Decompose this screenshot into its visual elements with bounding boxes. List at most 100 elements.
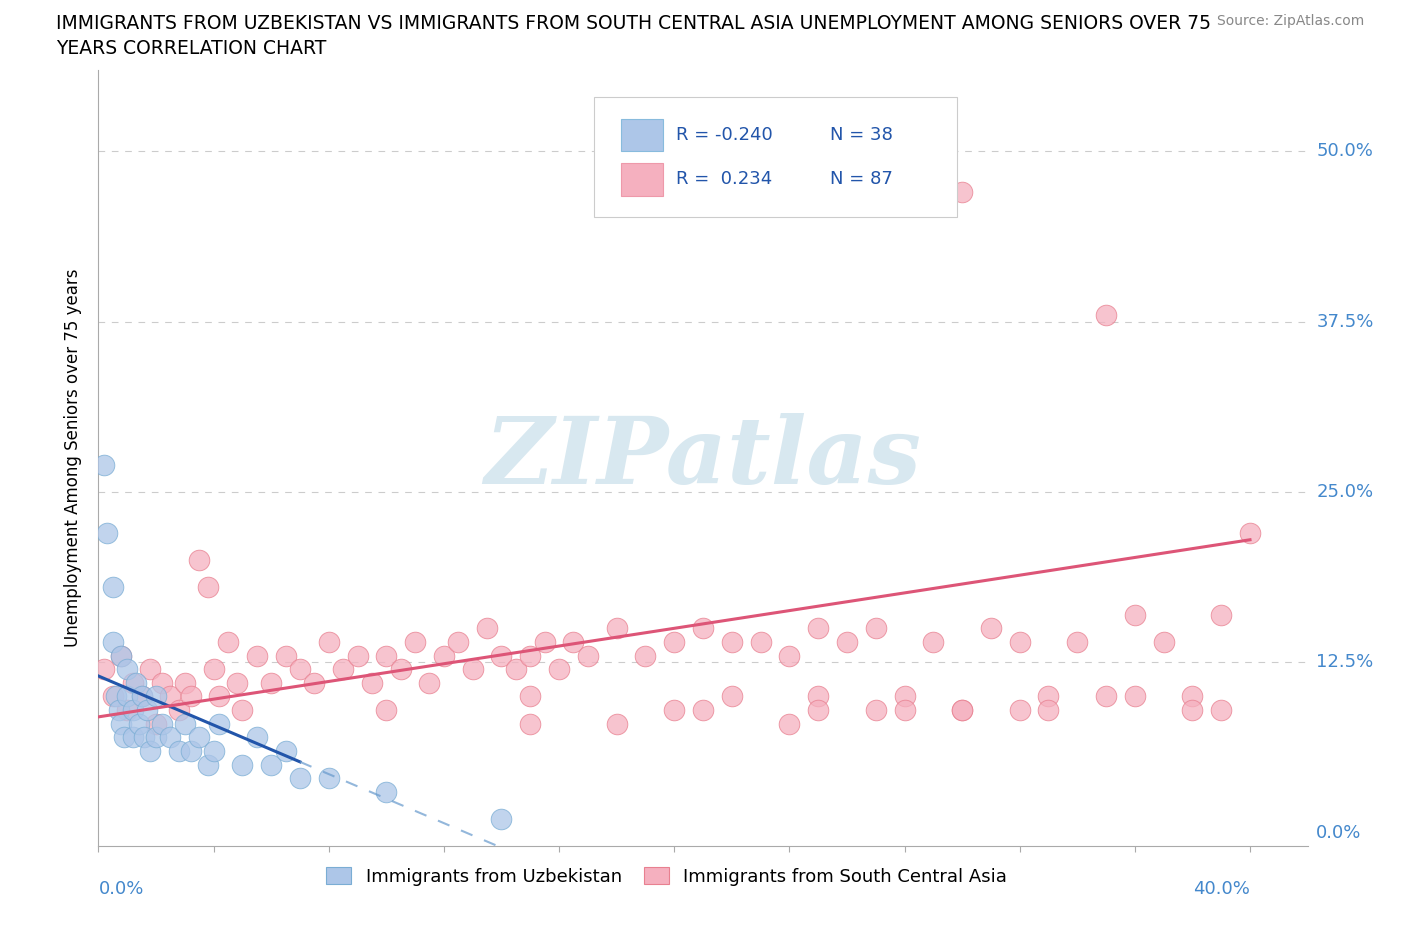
Point: [101, 689, 124, 704]
Point: [692, 703, 714, 718]
Point: [865, 703, 887, 718]
Point: [225, 675, 247, 690]
Text: N = 38: N = 38: [830, 126, 893, 144]
Text: 50.0%: 50.0%: [1316, 142, 1374, 161]
Point: [115, 662, 138, 677]
Point: [96, 525, 118, 540]
Y-axis label: Unemployment Among Seniors over 75 years: Unemployment Among Seniors over 75 years: [65, 269, 83, 647]
Point: [433, 648, 456, 663]
Point: [950, 703, 973, 718]
Point: [1038, 689, 1060, 704]
Point: [122, 703, 145, 718]
Point: [865, 621, 887, 636]
Point: [122, 730, 145, 745]
Text: Source: ZipAtlas.com: Source: ZipAtlas.com: [1216, 14, 1364, 28]
Legend: Immigrants from Uzbekistan, Immigrants from South Central Asia: Immigrants from Uzbekistan, Immigrants f…: [319, 860, 1015, 893]
Text: 0.0%: 0.0%: [1316, 824, 1361, 842]
Point: [807, 689, 830, 704]
Point: [634, 648, 657, 663]
Point: [1153, 634, 1175, 649]
Point: [664, 634, 686, 649]
Point: [491, 812, 513, 827]
Point: [664, 703, 686, 718]
Point: [288, 662, 311, 677]
Point: [159, 689, 181, 704]
Point: [332, 662, 354, 677]
Text: 12.5%: 12.5%: [1316, 654, 1374, 671]
Point: [139, 743, 162, 758]
Point: [180, 743, 202, 758]
Point: [533, 634, 555, 649]
Point: [562, 634, 585, 649]
Point: [606, 716, 628, 731]
Point: [197, 580, 219, 595]
Point: [134, 730, 156, 745]
Point: [167, 703, 190, 718]
Point: [145, 716, 167, 731]
Bar: [621, 119, 664, 152]
Point: [318, 634, 340, 649]
Point: [93, 458, 115, 472]
Text: 37.5%: 37.5%: [1316, 312, 1374, 331]
Point: [778, 648, 800, 663]
Point: [217, 634, 239, 649]
Point: [893, 703, 915, 718]
Point: [1066, 634, 1088, 649]
Point: [145, 689, 167, 704]
Point: [950, 185, 973, 200]
Point: [173, 675, 195, 690]
Point: [519, 716, 541, 731]
Point: [110, 648, 132, 663]
Point: [167, 743, 190, 758]
Point: [361, 675, 384, 690]
Point: [1181, 703, 1204, 718]
Point: [159, 730, 181, 745]
Point: [1008, 634, 1031, 649]
Point: [519, 648, 541, 663]
Point: [115, 689, 138, 704]
Point: [274, 743, 297, 758]
Point: [720, 689, 742, 704]
Point: [131, 689, 153, 704]
Point: [122, 675, 145, 690]
Point: [519, 689, 541, 704]
Point: [375, 703, 398, 718]
Point: [128, 716, 150, 731]
Point: [110, 648, 132, 663]
Point: [389, 662, 412, 677]
Point: [188, 730, 211, 745]
Point: [1038, 703, 1060, 718]
Point: [150, 716, 173, 731]
Point: [749, 634, 772, 649]
Point: [606, 621, 628, 636]
Text: R = -0.240: R = -0.240: [676, 126, 773, 144]
Point: [950, 703, 973, 718]
Point: [288, 771, 311, 786]
Point: [197, 757, 219, 772]
Point: [318, 771, 340, 786]
Point: [404, 634, 426, 649]
Point: [125, 675, 148, 690]
Point: [922, 634, 945, 649]
Text: 40.0%: 40.0%: [1194, 881, 1250, 898]
Point: [202, 743, 225, 758]
Point: [145, 730, 167, 745]
Text: 0.0%: 0.0%: [98, 881, 143, 898]
Point: [274, 648, 297, 663]
Point: [720, 634, 742, 649]
Point: [260, 757, 283, 772]
Point: [807, 621, 830, 636]
Point: [1181, 689, 1204, 704]
Point: [101, 634, 124, 649]
Point: [107, 703, 129, 718]
Point: [980, 621, 1002, 636]
Point: [1123, 689, 1146, 704]
Point: [375, 784, 398, 799]
Text: R =  0.234: R = 0.234: [676, 170, 773, 188]
Point: [1123, 607, 1146, 622]
Point: [208, 689, 231, 704]
FancyBboxPatch shape: [595, 97, 957, 218]
Point: [231, 757, 253, 772]
Point: [505, 662, 527, 677]
Point: [1211, 703, 1233, 718]
